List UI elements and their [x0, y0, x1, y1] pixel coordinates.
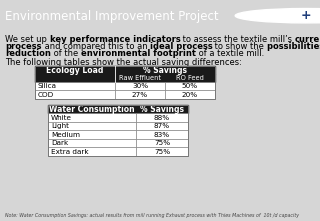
Text: We set up: We set up	[5, 35, 50, 44]
Bar	[48, 113, 136, 122]
Bar	[35, 66, 215, 99]
Text: to assess the textile mill’s: to assess the textile mill’s	[180, 35, 295, 44]
Bar	[48, 147, 136, 156]
Bar	[35, 66, 215, 74]
Bar	[115, 82, 165, 90]
Text: 20%: 20%	[182, 91, 198, 97]
Bar	[136, 122, 188, 130]
Bar	[136, 147, 188, 156]
Text: Note: Water Consumption Savings: actual results from mill running Exhaust proces: Note: Water Consumption Savings: actual …	[5, 213, 299, 218]
Text: 75%: 75%	[154, 140, 170, 146]
Text: 83%: 83%	[154, 132, 170, 138]
Text: The following tables show the actual saving differences:: The following tables show the actual sav…	[5, 58, 242, 67]
Text: Medium: Medium	[51, 132, 80, 138]
Text: Dark: Dark	[51, 140, 68, 146]
Bar	[35, 74, 215, 82]
Text: 27%: 27%	[132, 91, 148, 97]
Text: % Savings: % Savings	[140, 105, 184, 114]
Text: process: process	[5, 42, 42, 51]
Bar	[136, 130, 188, 139]
Text: White: White	[51, 115, 72, 121]
Text: Extra dark: Extra dark	[51, 149, 89, 155]
Circle shape	[235, 8, 320, 23]
Text: Ecology Load: Ecology Load	[46, 65, 104, 74]
Text: 88%: 88%	[154, 115, 170, 121]
Text: ideal process: ideal process	[150, 42, 212, 51]
Text: % Savings: % Savings	[143, 65, 187, 74]
Text: environmental footprint: environmental footprint	[81, 49, 196, 58]
Text: RO Feed: RO Feed	[176, 75, 204, 81]
Bar	[48, 130, 136, 139]
Bar	[35, 82, 115, 90]
Text: +: +	[300, 9, 311, 22]
Text: 30%: 30%	[132, 83, 148, 89]
Text: 87%: 87%	[154, 123, 170, 129]
Text: 50%: 50%	[182, 83, 198, 89]
Bar	[136, 139, 188, 147]
Bar	[48, 139, 136, 147]
Bar	[48, 122, 136, 130]
Text: reduction: reduction	[5, 49, 51, 58]
Text: COD: COD	[38, 91, 54, 97]
Text: DyStar: DyStar	[254, 11, 297, 21]
Text: key performance indicators: key performance indicators	[50, 35, 180, 44]
Bar	[48, 105, 188, 113]
Text: of a textile mill.: of a textile mill.	[196, 49, 264, 58]
Text: and compared this to an: and compared this to an	[42, 42, 150, 51]
Text: 75%: 75%	[154, 149, 170, 155]
Text: Environmental Improvement Project: Environmental Improvement Project	[5, 10, 219, 23]
Text: Silica: Silica	[38, 83, 57, 89]
Text: to show the: to show the	[212, 42, 267, 51]
Text: of the: of the	[51, 49, 81, 58]
Text: possibilities for: possibilities for	[267, 42, 320, 51]
Text: Raw Effluent: Raw Effluent	[119, 75, 161, 81]
Text: Water Consumption: Water Consumption	[49, 105, 135, 114]
Bar	[115, 90, 165, 99]
Bar	[136, 113, 188, 122]
Bar	[35, 90, 115, 99]
Text: Light: Light	[51, 123, 69, 129]
Bar	[48, 105, 188, 156]
Bar	[165, 82, 215, 90]
Text: current: current	[295, 35, 320, 44]
Bar	[165, 90, 215, 99]
